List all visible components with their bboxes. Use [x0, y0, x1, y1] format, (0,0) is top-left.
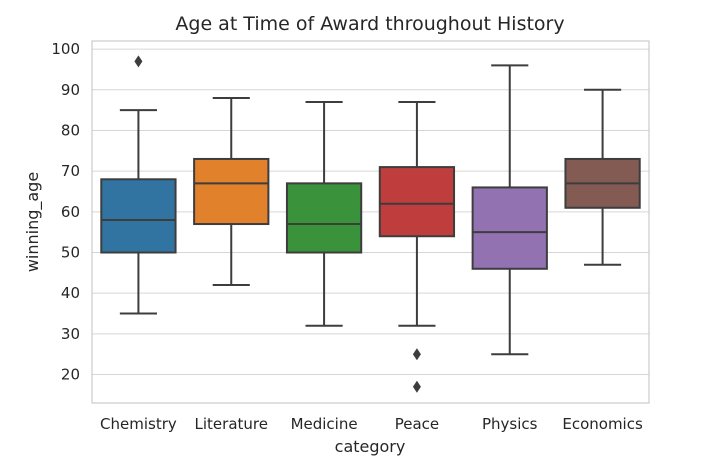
y-axis-label: winning_age: [23, 172, 43, 272]
chart-title: Age at Time of Award throughout History: [175, 13, 564, 35]
x-tick-label: Physics: [482, 415, 538, 433]
box-literature: [193, 96, 270, 287]
box-peace: [378, 101, 456, 393]
box-chemistry: [100, 55, 177, 315]
iqr-box: [471, 186, 548, 270]
iqr-box: [100, 178, 177, 254]
outlier-point: [134, 55, 143, 68]
x-tick-label: Literature: [195, 415, 268, 433]
outlier-point: [412, 380, 421, 393]
x-axis-label: category: [335, 437, 406, 456]
x-tick-label: Peace: [395, 415, 439, 433]
box-physics: [471, 64, 548, 356]
y-axis-ticks: 20 30 40 50 60 70 80 90 100: [51, 40, 80, 383]
outlier-point: [412, 348, 421, 361]
y-tick-label: 90: [61, 81, 80, 99]
y-tick-label: 30: [61, 325, 80, 343]
x-tick-label: Economics: [562, 415, 643, 433]
boxes: [100, 55, 641, 393]
iqr-box: [285, 182, 363, 254]
plot-frame: [91, 40, 650, 404]
y-tick-label: 70: [61, 162, 80, 180]
y-tick-label: 20: [61, 366, 80, 384]
x-axis-ticks: Chemistry Literature Medicine Peace Physics E…: [100, 415, 643, 433]
y-tick-label: 100: [51, 40, 80, 58]
gridlines: [92, 48, 649, 376]
box-economics: [564, 88, 641, 266]
x-tick-label: Medicine: [291, 415, 358, 433]
y-tick-label: 40: [61, 284, 80, 302]
x-tick-label: Chemistry: [100, 415, 177, 433]
box-medicine: [285, 101, 363, 327]
iqr-box: [378, 166, 456, 238]
iqr-box: [193, 157, 270, 226]
y-tick-label: 80: [61, 121, 80, 139]
y-tick-label: 60: [61, 203, 80, 221]
y-tick-label: 50: [61, 244, 80, 262]
